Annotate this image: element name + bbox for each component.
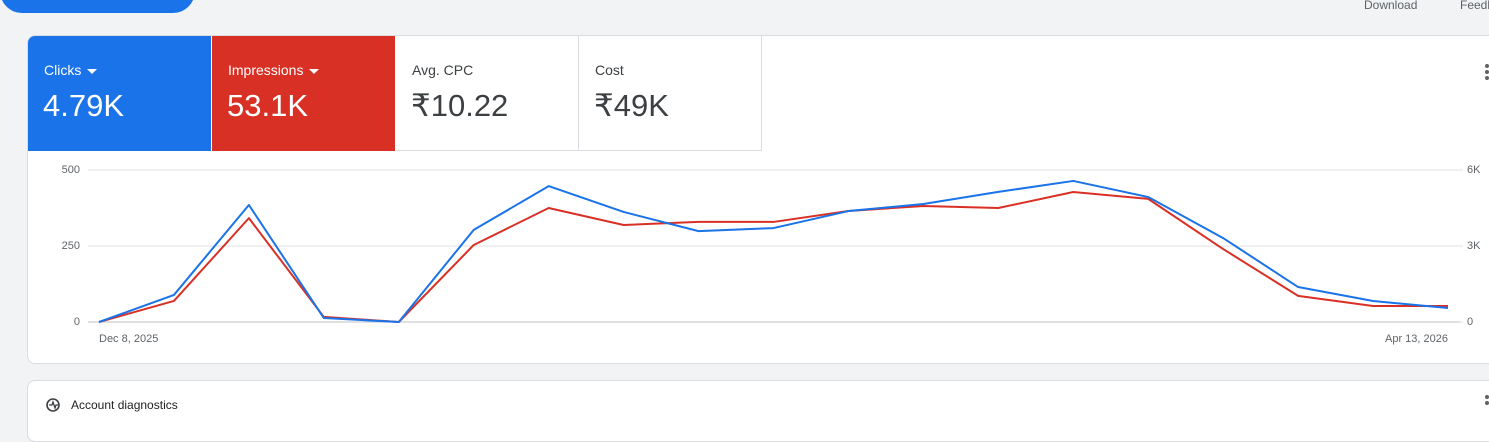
- y2-tick-label: 0: [1467, 316, 1473, 328]
- dropdown-caret: [87, 68, 98, 74]
- chart: 0 250 500 0 3K 6K Dec 8, 2025 Apr 13, 2026: [62, 64, 1489, 405]
- dropdown-caret: [309, 68, 320, 74]
- metric-label: Avg. CPC: [412, 62, 474, 78]
- y2-tick-label: 6K: [1467, 164, 1481, 176]
- download-button[interactable]: Download: [1364, 0, 1418, 12]
- metric-label: Impressions: [228, 62, 320, 78]
- metric-value: 53.1K: [227, 88, 309, 123]
- feedback-button[interactable]: Feedback: [1460, 0, 1489, 12]
- metric-tab[interactable]: Clicks 4.79K: [28, 36, 211, 151]
- y2-tick-label: 3K: [1467, 240, 1481, 252]
- performance-card: Clicks 4.79K Impressions 53.1K Avg. CPC …: [27, 35, 1489, 364]
- metric-tab[interactable]: Impressions 53.1K: [212, 36, 395, 151]
- metric-label-text: Impressions: [228, 62, 304, 78]
- series-line: [98, 179, 1449, 323]
- metric-value: ₹10.22: [411, 88, 509, 123]
- more-menu-icon[interactable]: [1485, 64, 1489, 405]
- primary-button[interactable]: [0, 0, 195, 13]
- metric-label: Clicks: [44, 62, 98, 78]
- y-tick-label: 0: [74, 316, 80, 328]
- series-line: [98, 191, 1448, 323]
- y-tick-label: 250: [62, 240, 80, 252]
- metric-label: Cost: [595, 62, 624, 78]
- x-tick-label: Apr 13, 2026: [1385, 333, 1448, 345]
- y-tick-label: 500: [62, 164, 80, 176]
- metric-value: ₹49K: [594, 88, 669, 123]
- x-tick-label: Dec 8, 2025: [99, 333, 158, 345]
- metric-tab[interactable]: Avg. CPC ₹10.22: [396, 36, 579, 151]
- metric-tab[interactable]: Cost ₹49K: [579, 36, 762, 151]
- metric-label-text: Clicks: [44, 62, 82, 78]
- metric-value: 4.79K: [43, 88, 125, 123]
